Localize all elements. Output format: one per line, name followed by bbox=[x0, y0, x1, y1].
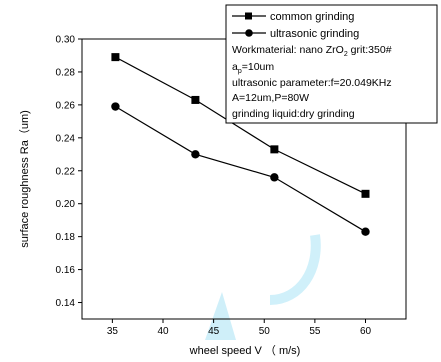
series-line-ultrasonic-grinding bbox=[115, 105, 366, 233]
y-tick-label: 0.22 bbox=[56, 166, 76, 177]
y-tick-label: 0.16 bbox=[56, 265, 76, 276]
annotation-ultrasonic-param: ultrasonic parameter:f=20.049KHz bbox=[232, 77, 392, 89]
annotation-workmaterial: Workmaterial: nano ZrO2 grit:350# bbox=[232, 44, 392, 58]
y-tick-label: 0.20 bbox=[56, 199, 76, 210]
legend-common-label: common grinding bbox=[270, 11, 354, 23]
x-axis: 35 40 45 50 55 60 bbox=[107, 319, 372, 337]
series-line-common-grinding bbox=[115, 56, 366, 195]
x-tick-label: 50 bbox=[259, 326, 271, 337]
y-axis-title: surface roughness Ra（um) bbox=[18, 110, 31, 248]
legend-box bbox=[225, 4, 438, 124]
x-axis-title: wheel speed V （ m/s) bbox=[189, 344, 301, 357]
legend: common grinding ultrasonic grinding Work… bbox=[225, 4, 438, 124]
watermark-arc bbox=[269, 234, 321, 305]
x-tick-label: 55 bbox=[309, 326, 321, 337]
data-point-common-grinding bbox=[191, 95, 200, 104]
x-tick-label: 45 bbox=[208, 326, 220, 337]
y-tick-label: 0.24 bbox=[56, 133, 76, 144]
data-point-ultrasonic-grinding bbox=[361, 227, 370, 236]
y-tick-label: 0.14 bbox=[56, 298, 76, 309]
annotation-workmaterial-subscript: 2 bbox=[344, 51, 348, 58]
annotation-depth: ap=10um bbox=[232, 61, 274, 75]
annotation-amplitude-power: A=12um,P=80W bbox=[232, 92, 309, 104]
annotation-workmaterial-grit: grit:350# bbox=[348, 44, 392, 56]
data-point-ultrasonic-grinding bbox=[270, 173, 279, 182]
y-axis: 0.14 0.16 0.18 0.20 0.22 0.24 0.26 0.28 0.30 bbox=[56, 35, 82, 309]
data-point-common-grinding bbox=[270, 145, 279, 154]
watermark bbox=[205, 234, 321, 340]
data-point-common-grinding bbox=[111, 53, 120, 62]
data-point-ultrasonic-grinding bbox=[111, 102, 120, 111]
y-tick-label: 0.30 bbox=[56, 35, 76, 46]
y-tick-label: 0.26 bbox=[56, 100, 76, 111]
legend-common-square-icon bbox=[245, 12, 252, 20]
y-tick-label: 0.18 bbox=[56, 232, 76, 243]
annotation-depth-value: =10um bbox=[242, 61, 275, 73]
legend-ultrasonic-circle-icon bbox=[245, 29, 253, 37]
annotation-depth-subscript: p bbox=[238, 68, 242, 75]
y-tick-label: 0.28 bbox=[56, 67, 76, 78]
annotation-workmaterial-main: Workmaterial: nano ZrO bbox=[232, 44, 344, 56]
annotation-depth-main: a bbox=[232, 61, 238, 73]
x-tick-label: 60 bbox=[360, 326, 372, 337]
legend-ultrasonic-label: ultrasonic grinding bbox=[270, 28, 359, 40]
x-tick-label: 40 bbox=[157, 326, 169, 337]
annotation-grinding-liquid: grinding liquid:dry grinding bbox=[232, 108, 355, 120]
data-point-ultrasonic-grinding bbox=[191, 150, 200, 159]
watermark-triangle bbox=[205, 292, 236, 340]
series-layer bbox=[111, 53, 370, 236]
x-tick-label: 35 bbox=[107, 326, 119, 337]
data-point-common-grinding bbox=[361, 189, 370, 198]
